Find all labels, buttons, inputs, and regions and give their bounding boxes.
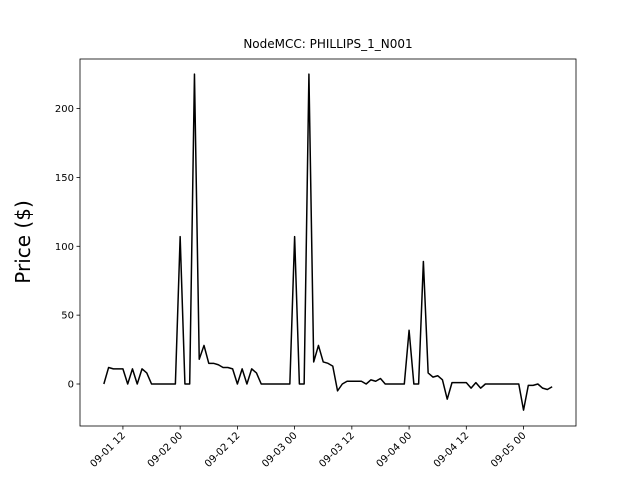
y-tick-label: 150 [55, 173, 74, 184]
plot-frame [79, 58, 577, 427]
y-tick-label: 200 [55, 104, 74, 115]
chart-title: NodeMCC: PHILLIPS_1_N001 [243, 37, 412, 51]
data-line [103, 73, 553, 411]
y-tick-label: 100 [55, 242, 74, 253]
y-axis-label: Price ($) [11, 200, 35, 283]
y-tick-label: 0 [68, 379, 74, 390]
y-tick-label: 50 [61, 311, 74, 322]
